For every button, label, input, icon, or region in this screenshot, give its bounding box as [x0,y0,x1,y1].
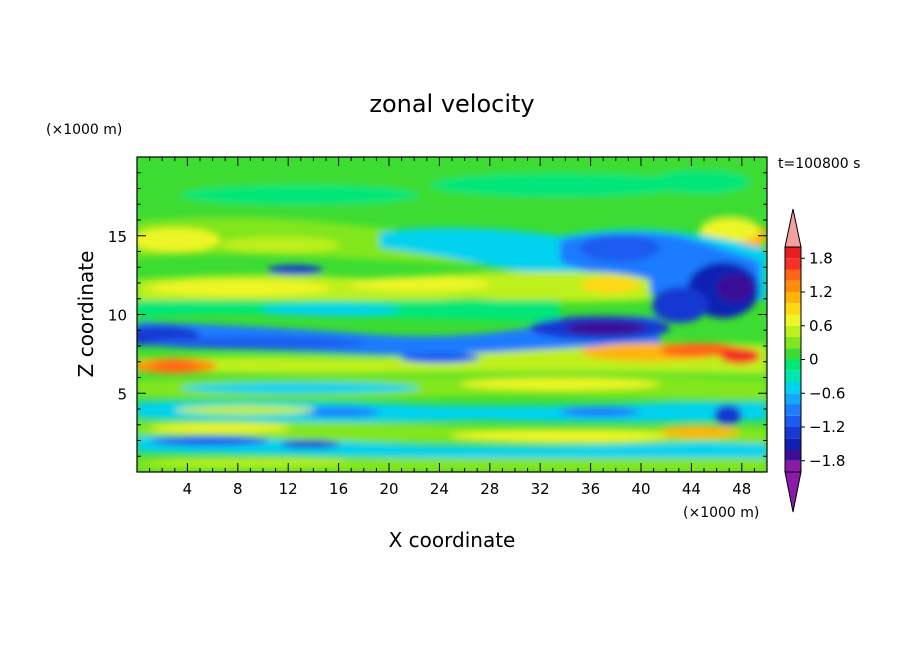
x-tick-label: 36 [581,480,600,498]
x-tick-label: 4 [183,480,193,498]
colorbar-swatch [785,325,801,337]
x-tick-label: 12 [279,480,298,498]
y-tick-label: 5 [117,385,127,403]
colorbar-extend-min [784,471,802,513]
colorbar-swatch [785,393,801,405]
colorbar-tick-label: −1.2 [809,418,845,436]
y-axis-ticks: 5 10 15 [108,172,767,457]
y-axis-label: Z coordinate [74,251,98,378]
colorbar-tick-label: −0.6 [809,384,845,402]
y-tick-label: 15 [108,228,127,246]
colorbar-swatch [785,382,801,394]
x-tick-label: 24 [430,480,449,498]
x-tick-label: 40 [631,480,650,498]
x-axis-unit: (×1000 m) [683,505,759,521]
colorbar-swatch [785,247,801,259]
colorbar-extend-max [784,208,802,248]
x-tick-label: 44 [682,480,701,498]
y-axis-unit: (×1000 m) [46,122,122,138]
colorbar-swatch [785,359,801,371]
colorbar-swatch [785,438,801,450]
colorbar-tick-label: −1.8 [809,452,845,470]
time-label: t=100800 s [778,156,860,172]
colorbar-swatch [785,449,801,461]
colorbar-swatch [785,348,801,360]
colorbar-tick-label: 0 [809,351,819,369]
x-tick-label: 16 [329,480,348,498]
colorbar-tick-label: 1.8 [809,249,833,267]
x-tick-label: 28 [480,480,499,498]
colorbar-swatch [785,337,801,349]
colorbar: 1.8 1.2 0.6 0 −0.6 −1.2 −1.8 [784,208,845,513]
colorbar-tick-label: 0.6 [809,317,833,335]
x-axis-ticks: 4 8 12 16 20 24 28 32 36 40 44 48 [149,157,755,498]
colorbar-swatch [785,303,801,315]
x-tick-label: 8 [233,480,243,498]
colorbar-swatch [785,292,801,304]
colorbar-swatch [785,258,801,270]
colorbar-swatch [785,427,801,439]
colorbar-swatch [785,314,801,326]
field-bands [137,157,767,472]
x-tick-label: 20 [379,480,398,498]
x-tick-label: 48 [732,480,751,498]
x-tick-label: 32 [531,480,550,498]
colorbar-swatch [785,404,801,416]
plot-area [137,157,767,472]
y-tick-label: 10 [108,307,127,325]
colorbar-swatch [785,415,801,427]
colorbar-tick-label: 1.2 [809,283,833,301]
x-axis-label: X coordinate [389,528,516,552]
colorbar-swatch [785,370,801,382]
colorbar-swatch [785,460,801,472]
chart-title: zonal velocity [369,90,534,118]
colorbar-swatch [785,269,801,281]
colorbar-swatch [785,280,801,292]
